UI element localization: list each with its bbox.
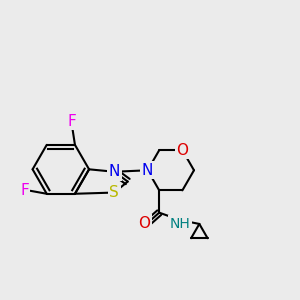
Text: N: N <box>142 163 153 178</box>
Text: F: F <box>20 183 29 198</box>
Text: N: N <box>109 164 120 179</box>
Text: S: S <box>110 185 119 200</box>
Text: O: O <box>138 216 150 231</box>
Text: NH: NH <box>169 217 190 231</box>
Text: O: O <box>176 143 188 158</box>
Text: F: F <box>68 114 76 129</box>
